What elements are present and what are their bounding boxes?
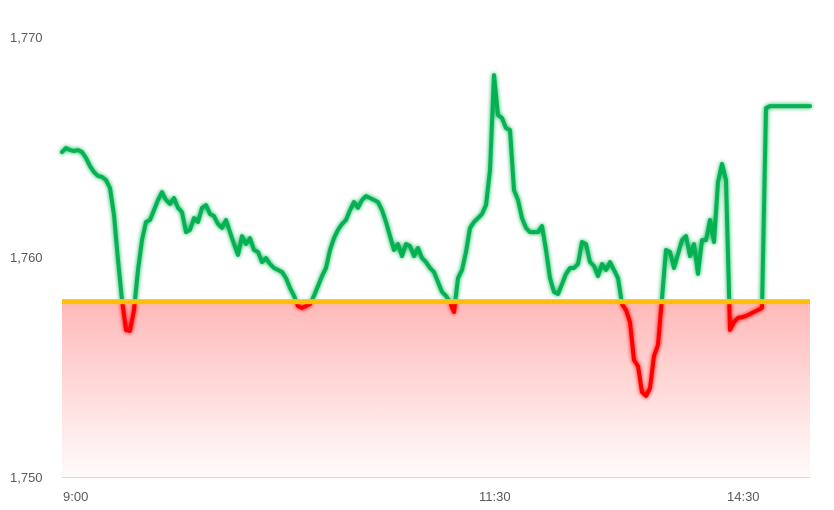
x-tick-label: 14:30 xyxy=(727,489,760,504)
y-axis: 1,770 1,760 1,750 xyxy=(10,30,43,485)
y-tick-label: 1,760 xyxy=(10,250,43,265)
price-line-above-baseline xyxy=(60,73,812,303)
below-baseline-area xyxy=(62,302,810,477)
x-axis: 9:00 11:30 14:30 xyxy=(63,489,760,504)
x-tick-label: 11:30 xyxy=(479,489,511,504)
y-tick-label: 1,750 xyxy=(10,470,43,485)
y-tick-label: 1,770 xyxy=(10,30,43,45)
x-tick-label: 9:00 xyxy=(63,489,88,504)
